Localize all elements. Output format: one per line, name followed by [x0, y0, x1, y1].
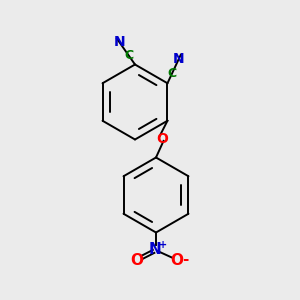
Text: -: -	[182, 252, 189, 267]
Text: O: O	[130, 253, 143, 268]
Text: N: N	[148, 242, 161, 256]
Text: +: +	[158, 240, 167, 250]
Text: O: O	[170, 253, 184, 268]
Text: C: C	[167, 67, 176, 80]
Text: N: N	[114, 35, 125, 50]
Text: N: N	[173, 52, 185, 66]
Text: C: C	[124, 50, 134, 62]
Text: O: O	[156, 132, 168, 146]
